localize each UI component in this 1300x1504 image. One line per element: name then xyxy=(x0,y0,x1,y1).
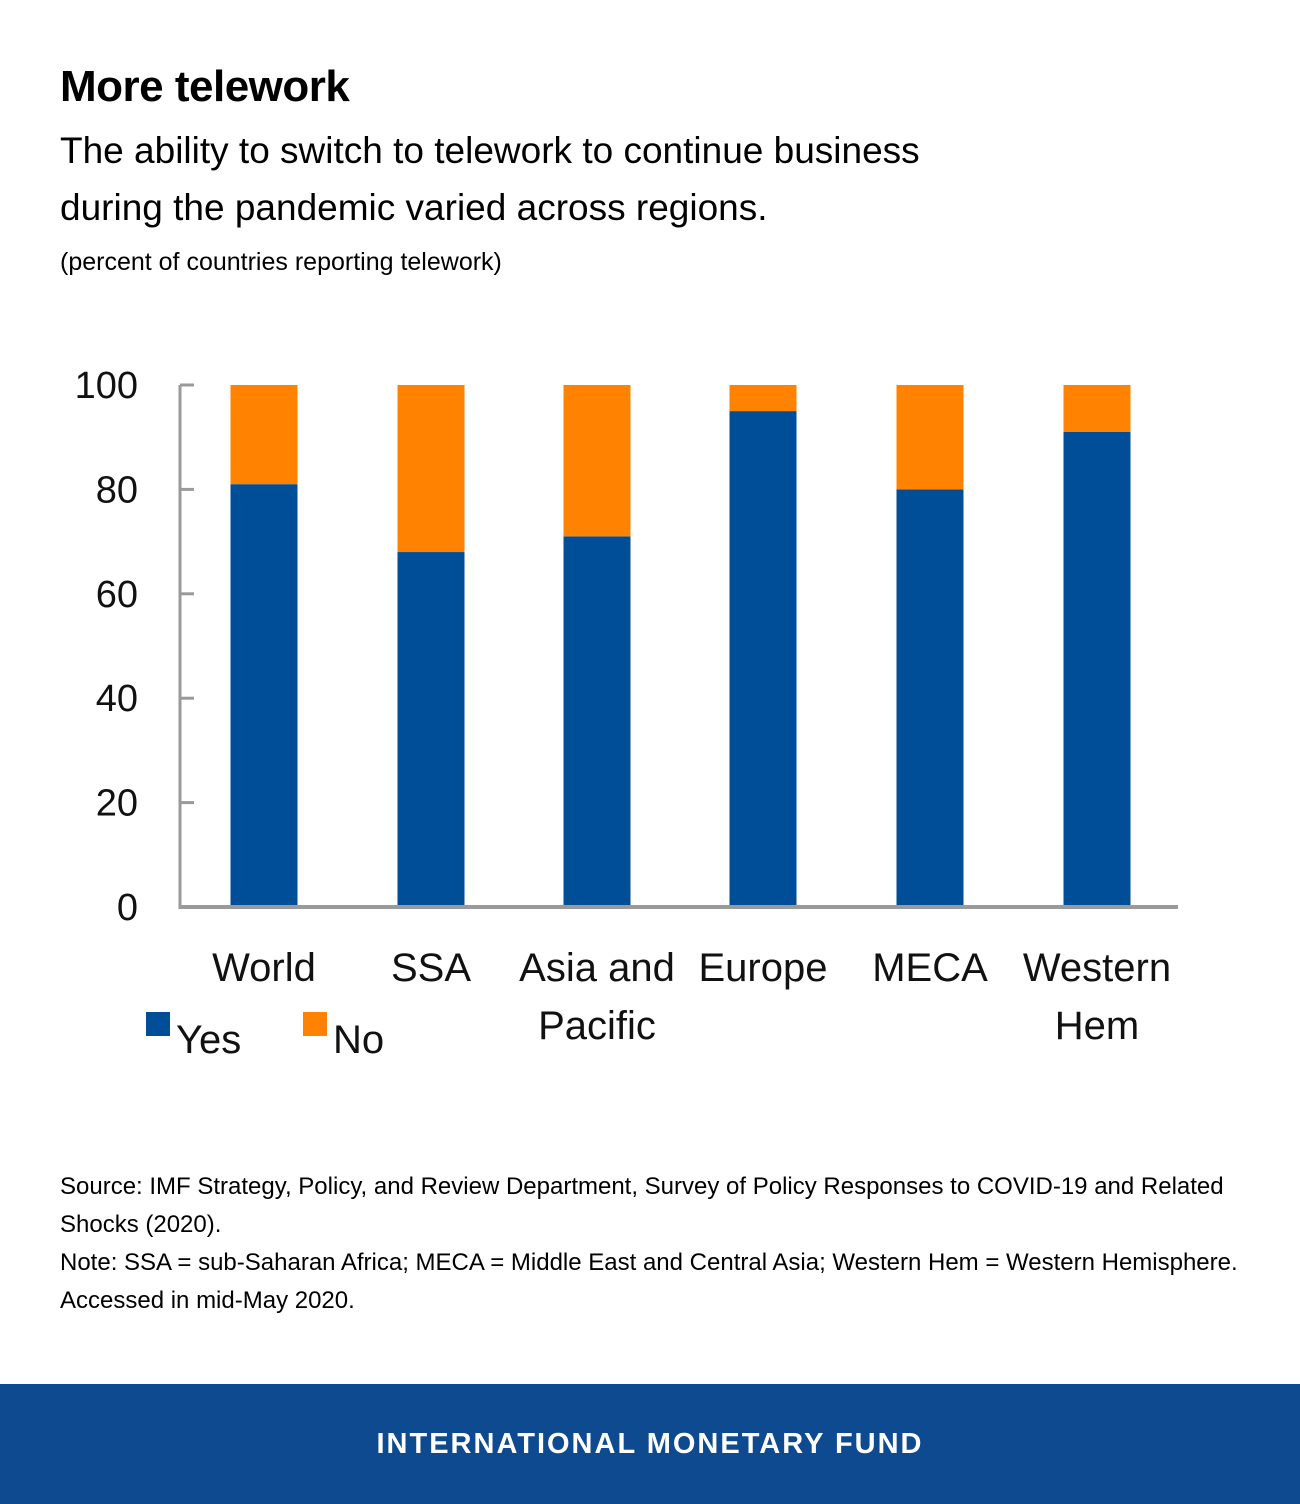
bar-yes-3 xyxy=(729,411,797,907)
source-note: Source: IMF Strategy, Policy, and Review… xyxy=(60,1173,1224,1238)
definitions-note: Note: SSA = sub-Saharan Africa; MECA = M… xyxy=(60,1249,1238,1314)
stacked-bar-chart: 0 20 40 60 80 100 World SSA Asia and Pacific Europ… xyxy=(75,365,1178,1062)
x-category-label-3: Europe xyxy=(699,946,828,990)
bar-yes-1 xyxy=(397,552,465,907)
bar-yes-5 xyxy=(1063,431,1131,907)
bar-no-0 xyxy=(230,385,298,485)
units-label: (percent of countries reporting telework… xyxy=(60,248,502,276)
x-category-label-2-line1: Pacific xyxy=(538,1004,656,1048)
y-tick-label-80: 80 xyxy=(96,469,138,511)
bar-no-4 xyxy=(896,385,964,490)
footer-bar: INTERNATIONAL MONETARY FUND xyxy=(0,1384,1300,1504)
y-tick-label-20: 20 xyxy=(96,783,138,825)
legend-swatch-yes xyxy=(146,1012,170,1036)
bar-no-2 xyxy=(563,385,631,537)
footer-text: INTERNATIONAL MONETARY FUND xyxy=(376,1427,924,1460)
bar-yes-4 xyxy=(896,489,964,907)
x-category-label-0: World xyxy=(212,946,316,990)
y-tick-label-60: 60 xyxy=(96,574,138,616)
chart-title: More telework xyxy=(60,62,350,111)
notes-block: Source: IMF Strategy, Policy, and Review… xyxy=(60,1168,1250,1320)
x-category-label-1: SSA xyxy=(391,946,471,990)
x-category-label-5-line1: Hem xyxy=(1055,1004,1139,1048)
legend-swatch-no xyxy=(303,1012,327,1036)
y-tick-label-40: 40 xyxy=(96,678,138,720)
bar-no-1 xyxy=(397,385,465,553)
bar-no-3 xyxy=(729,385,797,412)
bar-yes-2 xyxy=(563,536,631,907)
x-category-label-5-line0: Western xyxy=(1023,946,1171,990)
y-tick-label-0: 0 xyxy=(117,887,138,929)
x-category-label-4: MECA xyxy=(872,946,988,990)
x-category-label-2-line0: Asia and xyxy=(519,946,675,990)
chart-subtitle: The ability to switch to telework to con… xyxy=(60,130,920,228)
legend-label-yes: Yes xyxy=(176,1018,241,1062)
bar-yes-0 xyxy=(230,484,298,907)
y-tick-label-100: 100 xyxy=(75,365,138,407)
bar-no-5 xyxy=(1063,385,1131,432)
legend-label-no: No xyxy=(333,1018,384,1062)
